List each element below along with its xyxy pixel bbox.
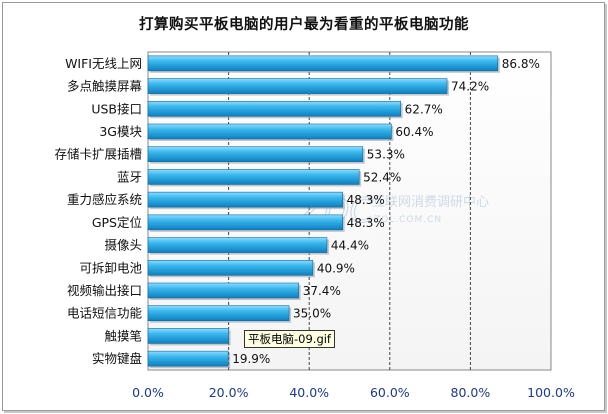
value-label: 44.4% [331, 239, 369, 253]
category-label: USB接口 [91, 101, 142, 116]
category-label: 触摸笔 [104, 328, 142, 343]
value-label: 86.8% [502, 57, 540, 71]
category-label: 存储卡扩展插槽 [54, 147, 142, 162]
x-tick-label: 20.0% [209, 385, 249, 400]
value-label: 52.4% [363, 170, 401, 184]
bar [147, 214, 343, 231]
category-label: 蓝牙 [117, 169, 142, 184]
bar [147, 282, 300, 299]
x-tick-label: 80.0% [451, 385, 491, 400]
value-label: 40.9% [317, 261, 355, 275]
value-label: 48.3% [347, 193, 385, 207]
x-tick-label: 100.0% [527, 385, 575, 400]
bar [147, 237, 328, 253]
value-label: 37.4% [303, 284, 341, 298]
value-label: 35.0% [293, 307, 331, 321]
category-label: 摄像头 [104, 238, 142, 253]
value-label: 19.9% [232, 352, 270, 366]
bar [147, 328, 229, 344]
value-label: 60.4% [395, 125, 433, 139]
bar [147, 55, 499, 72]
category-label: 视频输出接口 [67, 283, 142, 298]
bar [147, 123, 392, 140]
watermark-text-en: ZOL.COM.CN [374, 215, 442, 225]
value-label: 48.3% [347, 216, 385, 230]
category-label: 重力感应系统 [67, 192, 142, 207]
image-tooltip: 平板电脑-09.gif [244, 330, 335, 348]
bar [147, 350, 229, 367]
bar [147, 100, 401, 117]
bar [147, 259, 314, 276]
category-label: WIFI无线上网 [65, 56, 142, 71]
x-tick-label: 60.0% [370, 385, 410, 400]
bar [147, 305, 290, 322]
category-label: 实物键盘 [92, 351, 142, 366]
bar [147, 78, 448, 94]
watermark-text-cn: 互联网消费调研中心 [372, 195, 489, 210]
value-label: 62.7% [405, 102, 443, 116]
category-label: 多点触摸屏幕 [67, 79, 143, 94]
value-label: 74.2% [451, 80, 489, 94]
category-label: 3G模块 [99, 124, 142, 139]
bar [147, 146, 364, 163]
x-tick-label: 0.0% [132, 385, 164, 400]
category-label: 电话短信功能 [67, 306, 143, 321]
bar [147, 191, 343, 208]
chart-title: 打算购买平板电脑的用户最为看重的平板电脑功能 [139, 17, 469, 33]
value-label: 53.3% [367, 148, 405, 162]
category-label: GPS定位 [92, 215, 142, 230]
bar [147, 169, 360, 185]
x-tick-label: 40.0% [289, 385, 329, 400]
category-label: 可拆卸电池 [79, 260, 142, 275]
